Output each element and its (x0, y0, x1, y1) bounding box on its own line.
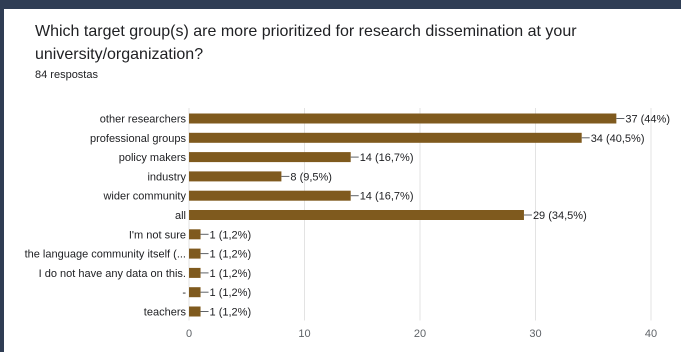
data-label: 14 (16,7%) (360, 191, 414, 203)
bar (189, 210, 524, 220)
data-label: 1 (1,2%) (210, 307, 252, 319)
category-label: all (175, 210, 186, 222)
bar (189, 306, 201, 317)
question-title: Which target group(s) are more prioritiz… (35, 23, 577, 63)
bar (189, 190, 351, 201)
bar (189, 152, 351, 163)
data-label: 1 (1,2%) (210, 287, 252, 299)
x-tick-label: 30 (529, 328, 541, 340)
bar (189, 229, 201, 240)
category-label: other researchers (100, 114, 187, 126)
category-label: I do not have any data on this. (39, 268, 186, 280)
bar (189, 287, 201, 298)
data-label: 29 (34,5%) (533, 210, 587, 222)
data-label: 34 (40,5%) (591, 133, 645, 145)
category-label: teachers (144, 307, 187, 319)
category-label: professional groups (90, 133, 187, 145)
bar (189, 267, 201, 278)
data-label: 14 (16,7%) (360, 152, 414, 164)
x-tick-label: 20 (414, 328, 426, 340)
category-label: the language community itself (... (25, 249, 186, 261)
bar (189, 132, 582, 143)
category-label: industry (147, 171, 186, 183)
category-label: - (182, 287, 186, 299)
category-label: I'm not sure (129, 229, 186, 241)
x-tick-label: 0 (186, 328, 192, 340)
x-tick-label: 40 (645, 328, 657, 340)
left-edge-bar (0, 9, 4, 352)
bar (189, 171, 282, 182)
data-label: 37 (44%) (625, 114, 670, 126)
x-tick-label: 10 (298, 328, 310, 340)
data-label: 1 (1,2%) (210, 249, 252, 261)
response-count: 84 respostas (35, 69, 98, 81)
bar (189, 113, 617, 124)
data-label: 8 (9,5%) (290, 171, 332, 183)
category-label: wider community (102, 191, 186, 203)
data-label: 1 (1,2%) (210, 268, 252, 280)
top-header-bar (0, 0, 681, 9)
category-label: policy makers (119, 152, 187, 164)
data-label: 1 (1,2%) (210, 229, 252, 241)
bar (189, 248, 201, 259)
